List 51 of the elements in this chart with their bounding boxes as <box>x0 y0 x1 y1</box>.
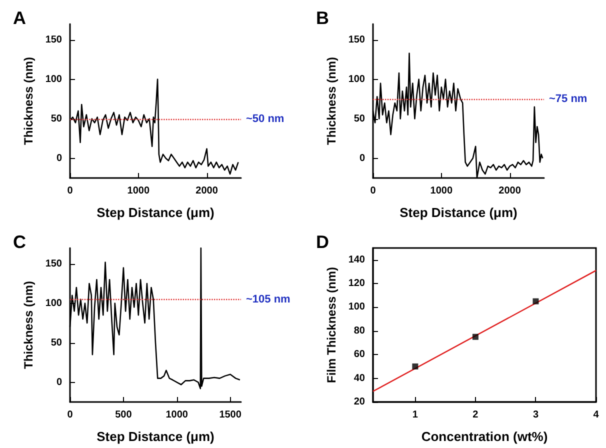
ref-line-label: ~105 nm <box>246 293 291 306</box>
x-axis-title: Step Distance (μm) <box>96 429 214 444</box>
y-tick-label: 150 <box>45 258 62 270</box>
x-tick-label: 3 <box>532 410 539 420</box>
ref-line-label: ~75 nm <box>549 93 588 106</box>
y-tick-label: 100 <box>348 74 366 85</box>
x-tick-label: 4 <box>593 410 600 420</box>
x-tick-label: 1000 <box>127 186 150 196</box>
x-axis-title: Step Distance (μm) <box>96 205 214 220</box>
x-tick-label: 0 <box>370 186 376 196</box>
x-tick-label: 500 <box>115 410 132 420</box>
x-axis-title: Step Distance (μm) <box>400 205 518 220</box>
y-tick-label: 120 <box>348 278 366 290</box>
y-tick-label: 140 <box>348 254 366 266</box>
y-tick-label: 80 <box>354 325 366 336</box>
x-tick-label: 2 <box>472 410 479 420</box>
y-tick-label: 100 <box>45 298 62 309</box>
chart-title: B <box>316 8 329 28</box>
y-tick-label: 50 <box>50 337 62 348</box>
x-tick-label: 2000 <box>196 186 218 196</box>
y-tick-label: 0 <box>56 152 62 164</box>
y-tick-label: 40 <box>354 372 366 384</box>
y-axis-title: Thickness (nm) <box>324 56 338 146</box>
y-tick-label: 0 <box>359 152 366 164</box>
y-tick-label: 50 <box>50 113 62 124</box>
x-tick-label: 1000 <box>430 186 453 196</box>
chart-title: A <box>13 8 26 28</box>
point <box>412 363 418 370</box>
x-tick-label: 0 <box>67 410 74 420</box>
y-axis-title: Thickness (nm) <box>21 56 36 146</box>
y-tick-label: 150 <box>348 34 366 46</box>
y-tick-label: 100 <box>348 302 366 313</box>
x-tick-label: 1000 <box>166 410 188 420</box>
x-tick-label: 1 <box>412 410 418 420</box>
y-tick-label: 60 <box>354 349 366 360</box>
point <box>472 334 478 340</box>
x-tick-label: 2000 <box>498 186 522 196</box>
ref-line-label: ~50 nm <box>246 112 284 125</box>
chart-title: C <box>13 232 26 252</box>
y-axis-title: Thickness (nm) <box>21 280 36 370</box>
y-tick-label: 20 <box>354 396 366 408</box>
y-tick-label: 50 <box>354 113 366 124</box>
chart-title: D <box>316 232 329 252</box>
y-tick-label: 0 <box>56 376 62 388</box>
y-axis-title: Film Thickness (nm) <box>324 266 338 384</box>
x-tick-label: 0 <box>67 186 74 196</box>
y-tick-label: 100 <box>45 74 62 85</box>
y-tick-label: 150 <box>45 34 62 46</box>
x-axis-title: Concentration (wt%) <box>421 429 548 444</box>
point <box>532 298 539 304</box>
x-tick-label: 1500 <box>219 410 242 420</box>
